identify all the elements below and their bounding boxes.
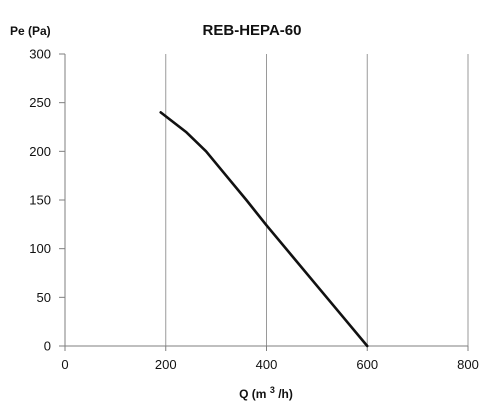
y-axis-title: Pe (Pa)	[10, 24, 51, 38]
y-tick-label: 100	[29, 241, 51, 256]
y-tick-label: 200	[29, 144, 51, 159]
x-tick-label: 600	[356, 357, 378, 372]
chart-title: REB-HEPA-60	[203, 22, 302, 39]
axis-layer	[59, 53, 469, 351]
y-tick-label: 300	[29, 47, 51, 62]
y-tick-label: 250	[29, 95, 51, 110]
y-tick-label: 150	[29, 193, 51, 208]
x-tick-label: 400	[256, 357, 278, 372]
series-layer	[159, 111, 369, 348]
x-axis-title-end: /h)	[278, 387, 293, 401]
x-axis-title: Q (m 3 /h)	[239, 382, 293, 401]
tick-label-layer: 0 200 400 600 800 0 50 100 150 200 250 300	[29, 47, 479, 373]
y-tick-label: 50	[37, 290, 51, 305]
pressure-flow-curve	[159, 111, 369, 348]
x-tick-label: 800	[457, 357, 479, 372]
x-axis-title-main: Q (m	[239, 387, 266, 401]
y-tick-label: 0	[44, 339, 51, 354]
x-tick-label: 0	[61, 357, 68, 372]
x-tick-label: 200	[155, 357, 177, 372]
x-axis-title-superscript: 3	[270, 385, 275, 395]
grid-layer	[165, 54, 469, 346]
